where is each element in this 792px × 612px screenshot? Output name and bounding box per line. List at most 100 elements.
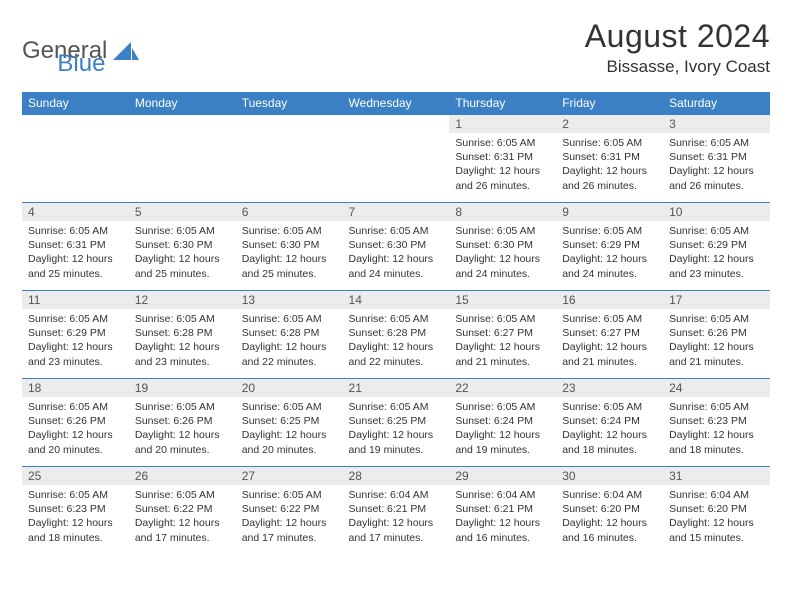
day-number: 23 bbox=[556, 379, 663, 397]
sunrise-line: Sunrise: 6:05 AM bbox=[562, 136, 657, 150]
header: General Blue August 2024 Bissasse, Ivory… bbox=[22, 18, 770, 78]
sunrise-line: Sunrise: 6:05 AM bbox=[669, 400, 764, 414]
day-cell: 25Sunrise: 6:05 AMSunset: 6:23 PMDayligh… bbox=[22, 467, 129, 555]
sunrise-line: Sunrise: 6:05 AM bbox=[349, 400, 444, 414]
sunset-line: Sunset: 6:26 PM bbox=[28, 414, 123, 428]
day-cell: 23Sunrise: 6:05 AMSunset: 6:24 PMDayligh… bbox=[556, 379, 663, 467]
sunrise-line: Sunrise: 6:05 AM bbox=[28, 224, 123, 238]
day-body: Sunrise: 6:05 AMSunset: 6:30 PMDaylight:… bbox=[129, 221, 236, 284]
day-number: 29 bbox=[449, 467, 556, 485]
day-number: 6 bbox=[236, 203, 343, 221]
day-body: Sunrise: 6:05 AMSunset: 6:26 PMDaylight:… bbox=[129, 397, 236, 460]
day-cell: 3Sunrise: 6:05 AMSunset: 6:31 PMDaylight… bbox=[663, 115, 770, 203]
sunrise-line: Sunrise: 6:05 AM bbox=[135, 312, 230, 326]
sunset-line: Sunset: 6:21 PM bbox=[349, 502, 444, 516]
day-cell: 9Sunrise: 6:05 AMSunset: 6:29 PMDaylight… bbox=[556, 203, 663, 291]
sunset-line: Sunset: 6:27 PM bbox=[455, 326, 550, 340]
sunset-line: Sunset: 6:31 PM bbox=[455, 150, 550, 164]
day-body: Sunrise: 6:05 AMSunset: 6:30 PMDaylight:… bbox=[236, 221, 343, 284]
day-body: Sunrise: 6:05 AMSunset: 6:24 PMDaylight:… bbox=[556, 397, 663, 460]
day-number: 11 bbox=[22, 291, 129, 309]
day-body: Sunrise: 6:05 AMSunset: 6:30 PMDaylight:… bbox=[343, 221, 450, 284]
day-number: 28 bbox=[343, 467, 450, 485]
sunset-line: Sunset: 6:20 PM bbox=[669, 502, 764, 516]
title-block: August 2024 Bissasse, Ivory Coast bbox=[585, 18, 770, 77]
week-row: 4Sunrise: 6:05 AMSunset: 6:31 PMDaylight… bbox=[22, 203, 770, 291]
col-tuesday: Tuesday bbox=[236, 92, 343, 115]
day-number: 9 bbox=[556, 203, 663, 221]
daylight-line: Daylight: 12 hours and 24 minutes. bbox=[349, 252, 444, 280]
day-number: 20 bbox=[236, 379, 343, 397]
sunset-line: Sunset: 6:30 PM bbox=[242, 238, 337, 252]
sunrise-line: Sunrise: 6:05 AM bbox=[455, 224, 550, 238]
daylight-line: Daylight: 12 hours and 24 minutes. bbox=[455, 252, 550, 280]
day-number: 15 bbox=[449, 291, 556, 309]
day-body: Sunrise: 6:05 AMSunset: 6:31 PMDaylight:… bbox=[556, 133, 663, 196]
brand-logo: General Blue bbox=[22, 24, 105, 78]
day-cell bbox=[129, 115, 236, 203]
daylight-line: Daylight: 12 hours and 24 minutes. bbox=[562, 252, 657, 280]
daylight-line: Daylight: 12 hours and 21 minutes. bbox=[562, 340, 657, 368]
day-body: Sunrise: 6:05 AMSunset: 6:31 PMDaylight:… bbox=[449, 133, 556, 196]
month-title: August 2024 bbox=[585, 18, 770, 55]
sunset-line: Sunset: 6:30 PM bbox=[349, 238, 444, 252]
day-number: 19 bbox=[129, 379, 236, 397]
sunset-line: Sunset: 6:24 PM bbox=[455, 414, 550, 428]
day-cell: 21Sunrise: 6:05 AMSunset: 6:25 PMDayligh… bbox=[343, 379, 450, 467]
day-cell: 6Sunrise: 6:05 AMSunset: 6:30 PMDaylight… bbox=[236, 203, 343, 291]
daylight-line: Daylight: 12 hours and 16 minutes. bbox=[455, 516, 550, 544]
day-body: Sunrise: 6:04 AMSunset: 6:21 PMDaylight:… bbox=[449, 485, 556, 548]
day-number: 14 bbox=[343, 291, 450, 309]
sunrise-line: Sunrise: 6:04 AM bbox=[349, 488, 444, 502]
day-number: 22 bbox=[449, 379, 556, 397]
sunrise-line: Sunrise: 6:05 AM bbox=[562, 224, 657, 238]
daylight-line: Daylight: 12 hours and 18 minutes. bbox=[28, 516, 123, 544]
day-cell: 31Sunrise: 6:04 AMSunset: 6:20 PMDayligh… bbox=[663, 467, 770, 555]
sunrise-line: Sunrise: 6:05 AM bbox=[455, 136, 550, 150]
day-body: Sunrise: 6:05 AMSunset: 6:26 PMDaylight:… bbox=[663, 309, 770, 372]
calendar-body: 1Sunrise: 6:05 AMSunset: 6:31 PMDaylight… bbox=[22, 115, 770, 555]
col-saturday: Saturday bbox=[663, 92, 770, 115]
day-cell bbox=[236, 115, 343, 203]
sunset-line: Sunset: 6:30 PM bbox=[135, 238, 230, 252]
day-number: 25 bbox=[22, 467, 129, 485]
daylight-line: Daylight: 12 hours and 18 minutes. bbox=[562, 428, 657, 456]
sunset-line: Sunset: 6:26 PM bbox=[669, 326, 764, 340]
day-number: 31 bbox=[663, 467, 770, 485]
day-body: Sunrise: 6:04 AMSunset: 6:20 PMDaylight:… bbox=[663, 485, 770, 548]
sunset-line: Sunset: 6:27 PM bbox=[562, 326, 657, 340]
day-body: Sunrise: 6:05 AMSunset: 6:26 PMDaylight:… bbox=[22, 397, 129, 460]
daylight-line: Daylight: 12 hours and 25 minutes. bbox=[135, 252, 230, 280]
sunset-line: Sunset: 6:28 PM bbox=[349, 326, 444, 340]
sunset-line: Sunset: 6:31 PM bbox=[669, 150, 764, 164]
day-number: 24 bbox=[663, 379, 770, 397]
sunrise-line: Sunrise: 6:05 AM bbox=[135, 488, 230, 502]
day-number: 12 bbox=[129, 291, 236, 309]
day-cell: 19Sunrise: 6:05 AMSunset: 6:26 PMDayligh… bbox=[129, 379, 236, 467]
day-body: Sunrise: 6:05 AMSunset: 6:25 PMDaylight:… bbox=[236, 397, 343, 460]
sunrise-line: Sunrise: 6:05 AM bbox=[669, 224, 764, 238]
brand-part2: Blue bbox=[57, 50, 105, 78]
sunset-line: Sunset: 6:25 PM bbox=[349, 414, 444, 428]
daylight-line: Daylight: 12 hours and 23 minutes. bbox=[669, 252, 764, 280]
day-body: Sunrise: 6:05 AMSunset: 6:29 PMDaylight:… bbox=[663, 221, 770, 284]
day-number: 5 bbox=[129, 203, 236, 221]
sunset-line: Sunset: 6:30 PM bbox=[455, 238, 550, 252]
calendar-table: Sunday Monday Tuesday Wednesday Thursday… bbox=[22, 92, 770, 555]
sunrise-line: Sunrise: 6:05 AM bbox=[455, 400, 550, 414]
daylight-line: Daylight: 12 hours and 26 minutes. bbox=[455, 164, 550, 192]
day-cell: 26Sunrise: 6:05 AMSunset: 6:22 PMDayligh… bbox=[129, 467, 236, 555]
day-cell bbox=[343, 115, 450, 203]
daylight-line: Daylight: 12 hours and 22 minutes. bbox=[242, 340, 337, 368]
sunset-line: Sunset: 6:22 PM bbox=[242, 502, 337, 516]
day-number: 3 bbox=[663, 115, 770, 133]
sunset-line: Sunset: 6:28 PM bbox=[242, 326, 337, 340]
daylight-line: Daylight: 12 hours and 15 minutes. bbox=[669, 516, 764, 544]
location: Bissasse, Ivory Coast bbox=[585, 57, 770, 77]
day-cell: 10Sunrise: 6:05 AMSunset: 6:29 PMDayligh… bbox=[663, 203, 770, 291]
week-row: 1Sunrise: 6:05 AMSunset: 6:31 PMDaylight… bbox=[22, 115, 770, 203]
day-number: 1 bbox=[449, 115, 556, 133]
sunrise-line: Sunrise: 6:05 AM bbox=[135, 400, 230, 414]
day-body: Sunrise: 6:05 AMSunset: 6:27 PMDaylight:… bbox=[556, 309, 663, 372]
day-body: Sunrise: 6:05 AMSunset: 6:28 PMDaylight:… bbox=[343, 309, 450, 372]
